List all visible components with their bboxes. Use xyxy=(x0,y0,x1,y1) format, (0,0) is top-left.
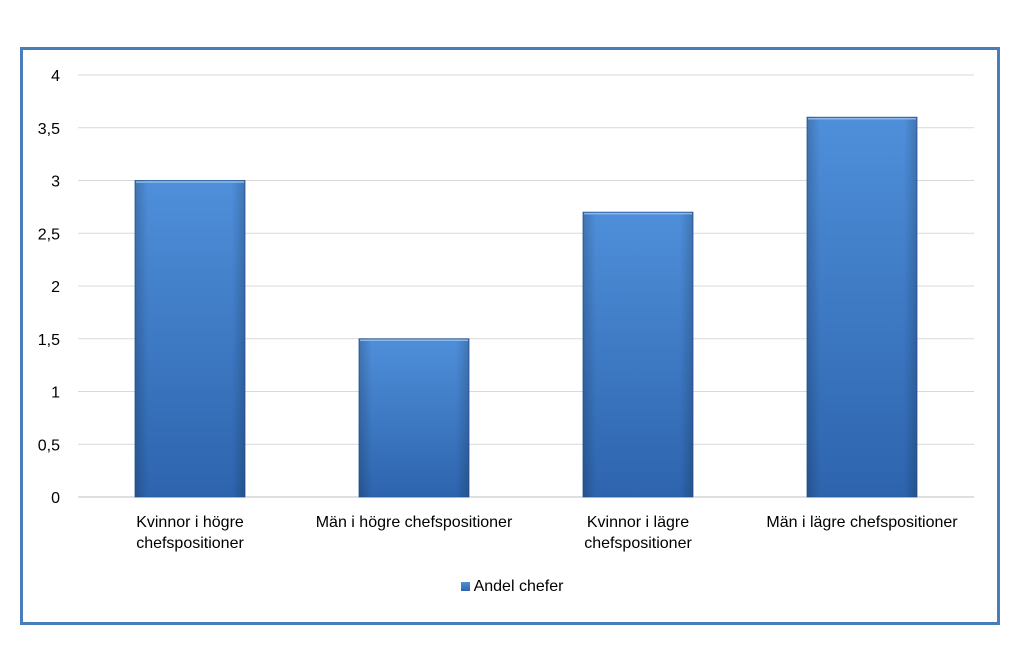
x-tick-label: Kvinnor i lägre chefspositioner xyxy=(584,514,692,552)
y-axis-ticks: 0 0,5 1 1,5 2 2,5 3 3,5 4 xyxy=(38,68,60,507)
y-tick-label: 3,5 xyxy=(38,121,60,138)
x-tick-label-line: chefspositioner xyxy=(136,535,244,552)
bar-2 xyxy=(358,338,470,498)
x-tick-label-line: Män i lägre chefspositioner xyxy=(766,514,958,531)
legend-label: Andel chefer xyxy=(473,578,564,595)
y-tick-label: 2,5 xyxy=(38,226,60,243)
x-tick-label-line: chefspositioner xyxy=(584,535,692,552)
x-tick-label-line: Män i högre chefspositioner xyxy=(316,514,513,531)
x-tick-label: Kvinnor i högre chefspositioner xyxy=(136,514,244,552)
x-tick-label: Män i lägre chefspositioner xyxy=(766,514,958,531)
bar-4 xyxy=(806,116,918,498)
bar-shade xyxy=(135,180,245,497)
bar-shade xyxy=(807,117,917,497)
y-tick-label: 0,5 xyxy=(38,437,60,454)
legend-swatch xyxy=(460,581,470,591)
y-tick-label: 1,5 xyxy=(38,332,60,349)
y-tick-label: 3 xyxy=(51,174,60,191)
y-tick-label: 1 xyxy=(51,385,60,402)
y-tick-label: 0 xyxy=(51,490,60,507)
bar-shade xyxy=(359,338,469,497)
x-axis-labels: Kvinnor i högre chefspositioner Män i högr… xyxy=(136,514,958,552)
y-tick-label: 4 xyxy=(51,68,60,85)
y-tick-label: 2 xyxy=(51,279,60,296)
legend: Andel chefer xyxy=(0,578,1024,596)
x-tick-label-line: Kvinnor i lägre xyxy=(587,514,689,531)
x-tick-label: Män i högre chefspositioner xyxy=(316,514,513,531)
x-tick-label-line: Kvinnor i högre xyxy=(136,514,244,531)
bar-1 xyxy=(134,180,246,498)
bars xyxy=(134,116,918,498)
bar-3 xyxy=(582,211,694,498)
bar-shade xyxy=(583,212,693,497)
